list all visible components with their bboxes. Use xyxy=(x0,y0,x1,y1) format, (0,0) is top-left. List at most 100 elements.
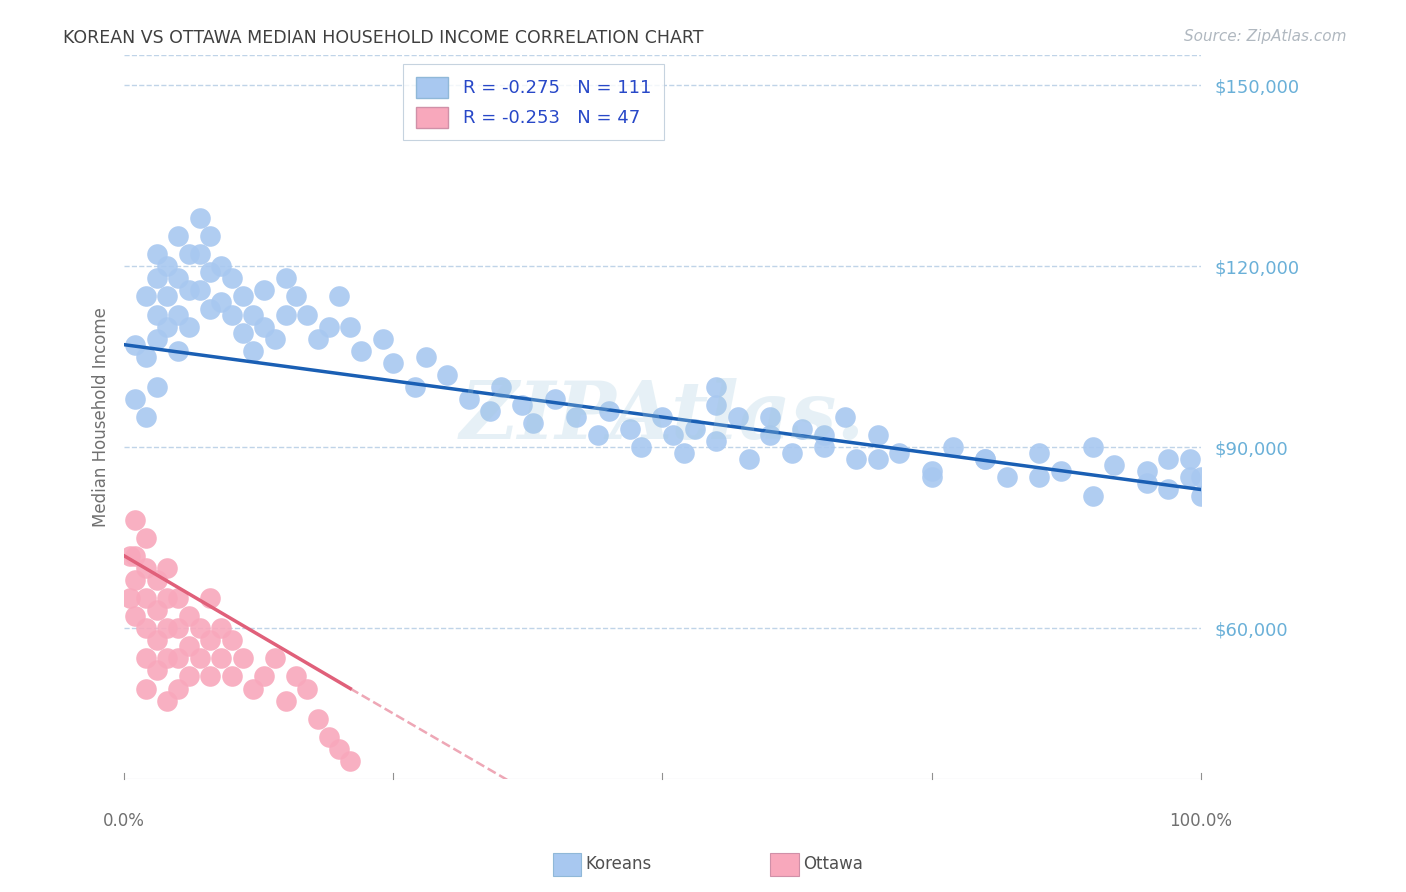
Point xyxy=(544,392,567,406)
Point xyxy=(145,308,167,322)
Point xyxy=(1049,464,1071,478)
Point xyxy=(1233,483,1256,497)
Point xyxy=(1329,489,1351,503)
Point xyxy=(242,681,264,696)
Point xyxy=(135,410,157,425)
Point xyxy=(118,549,141,563)
Point xyxy=(167,681,190,696)
Point xyxy=(974,452,997,467)
Point xyxy=(145,633,167,648)
Point xyxy=(156,651,179,665)
Point xyxy=(188,621,211,635)
Point xyxy=(124,513,146,527)
Point xyxy=(135,651,157,665)
Point xyxy=(285,669,308,683)
Point xyxy=(295,308,318,322)
Point xyxy=(167,229,190,244)
Point xyxy=(921,464,943,478)
Point xyxy=(253,669,276,683)
Point xyxy=(328,742,350,756)
Point xyxy=(704,398,727,412)
Point xyxy=(221,271,243,285)
Point xyxy=(1157,483,1180,497)
Point xyxy=(156,621,179,635)
Point xyxy=(221,669,243,683)
Point xyxy=(253,319,276,334)
Text: Koreans: Koreans xyxy=(585,855,651,873)
Point xyxy=(683,422,706,436)
Point xyxy=(177,609,200,624)
Point xyxy=(662,428,685,442)
Point xyxy=(371,332,394,346)
Point xyxy=(295,681,318,696)
Point xyxy=(1157,452,1180,467)
Point xyxy=(651,410,673,425)
Point xyxy=(1178,470,1201,484)
Point xyxy=(135,350,157,364)
Point xyxy=(1178,452,1201,467)
Point xyxy=(404,380,426,394)
Point xyxy=(145,573,167,587)
Point xyxy=(974,452,997,467)
Point xyxy=(586,428,609,442)
Point xyxy=(889,446,911,460)
Point xyxy=(737,452,759,467)
Point xyxy=(167,271,190,285)
Point xyxy=(167,308,190,322)
Point xyxy=(209,260,232,274)
Point xyxy=(792,422,814,436)
Point xyxy=(307,712,329,726)
Point xyxy=(200,669,222,683)
Point xyxy=(415,350,437,364)
Point xyxy=(995,470,1018,484)
Point xyxy=(1222,489,1244,503)
Point xyxy=(382,356,405,370)
Point xyxy=(188,284,211,298)
Point xyxy=(188,651,211,665)
Point xyxy=(124,549,146,563)
Point xyxy=(350,343,373,358)
Point xyxy=(866,428,889,442)
Point xyxy=(328,289,350,303)
Point xyxy=(242,308,264,322)
Point xyxy=(253,284,276,298)
Point xyxy=(339,319,361,334)
Point xyxy=(339,754,361,768)
Point xyxy=(565,410,588,425)
Point xyxy=(156,591,179,605)
Point xyxy=(598,404,620,418)
Point xyxy=(274,693,297,707)
Text: 0.0%: 0.0% xyxy=(103,812,145,830)
Point xyxy=(177,319,200,334)
Point xyxy=(1286,452,1309,467)
Point xyxy=(145,332,167,346)
Point xyxy=(813,440,835,454)
Point xyxy=(156,693,179,707)
Point xyxy=(177,284,200,298)
Point xyxy=(264,651,287,665)
Point xyxy=(522,416,544,430)
Point xyxy=(479,404,502,418)
Point xyxy=(232,289,254,303)
Point xyxy=(156,561,179,575)
Point xyxy=(145,603,167,617)
Point xyxy=(200,229,222,244)
Point xyxy=(124,573,146,587)
Point xyxy=(845,452,868,467)
Point xyxy=(1308,470,1330,484)
Point xyxy=(156,289,179,303)
Point xyxy=(177,669,200,683)
Text: Ottawa: Ottawa xyxy=(803,855,863,873)
Point xyxy=(1189,489,1212,503)
Point xyxy=(232,651,254,665)
Point xyxy=(135,289,157,303)
Point xyxy=(921,470,943,484)
Point xyxy=(1104,458,1126,473)
Point xyxy=(780,446,803,460)
Point xyxy=(167,651,190,665)
Text: ZIPAtlas.: ZIPAtlas. xyxy=(460,378,865,456)
Point xyxy=(285,289,308,303)
Point xyxy=(866,452,889,467)
Point xyxy=(1243,452,1265,467)
Point xyxy=(1264,483,1286,497)
